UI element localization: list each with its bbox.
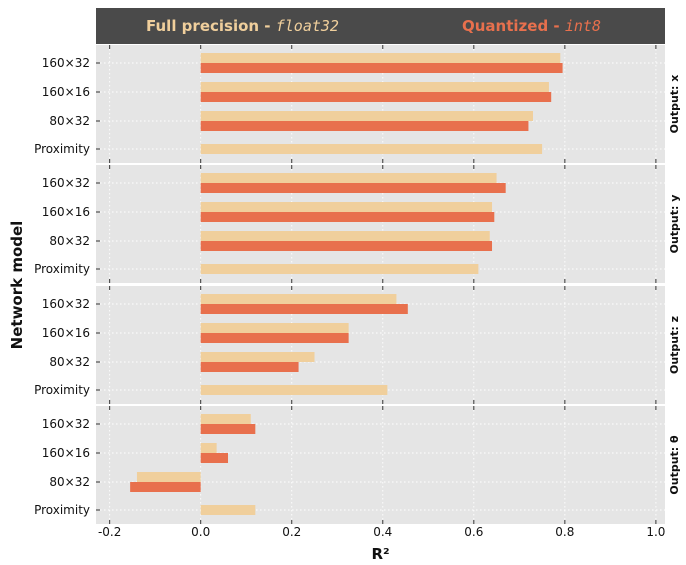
category-label: 80×32 [49,114,90,128]
bar-full-precision [200,202,493,212]
category-label: 160×32 [42,56,90,70]
facet-panel-1: 160×32 160×16 80×32 Proximity Output: x [34,45,681,163]
category-label: Proximity [34,142,90,156]
legend: Full precision - float32 Quantized - int8 [96,8,665,44]
panel-background [96,406,665,524]
facet-label: Output: x [668,75,681,134]
legend-item-quantized: Quantized - int8 [462,17,601,35]
bar-quantized [200,424,256,434]
x-axis-title: R² [371,545,389,563]
category-label: 160×16 [42,446,90,460]
facet-label: Output: θ [668,435,681,495]
bar-quantized [200,183,506,193]
legend-background [96,8,665,44]
bar-quantized [200,212,495,222]
facet-label: Output: y [668,195,681,254]
bar-full-precision [200,111,533,121]
bar-full-precision [200,443,217,453]
category-label: 80×32 [49,475,90,489]
category-label: 160×32 [42,176,90,190]
bar-quantized [200,63,563,73]
facet-panel-3: 160×32 160×16 80×32 Proximity Output: z [34,286,681,404]
bar-full-precision [200,231,490,241]
x-tick-label: 0.6 [464,525,483,539]
category-label: 80×32 [49,234,90,248]
bar-quantized [130,482,201,492]
bar-quantized [200,241,493,251]
category-label: 160×32 [42,297,90,311]
facet-panel-4: 160×32 160×16 80×32 Proximity Output: θ [34,406,681,524]
x-tick-label: 0.2 [282,525,301,539]
bar-quantized [200,453,229,463]
facet-label: Output: z [668,316,681,374]
bar-full-precision [200,352,315,362]
bar-full-precision [136,472,201,482]
bar-full-precision [200,264,479,274]
bar-full-precision [200,414,251,424]
category-label: Proximity [34,383,90,397]
bar-full-precision [200,53,561,63]
bar-full-precision [200,294,397,304]
bar-full-precision [200,173,497,183]
legend-item-full-precision: Full precision - float32 [146,17,339,35]
bar-full-precision [200,505,256,515]
bar-full-precision [200,385,388,395]
x-tick-label: 0.0 [191,525,210,539]
bar-full-precision [200,144,543,154]
facet-panel-2: 160×32 160×16 80×32 Proximity Output: y [34,165,681,283]
category-label: 160×16 [42,205,90,219]
x-tick-label: -0.2 [98,525,121,539]
bar-quantized [200,121,529,131]
y-axis-title: Network model [8,221,26,350]
category-label: 160×16 [42,326,90,340]
bar-full-precision [200,323,349,333]
bar-full-precision [200,82,549,92]
x-axis: -0.2 0.0 0.2 0.4 0.6 0.8 1.0 [98,525,665,539]
bar-quantized [200,304,408,314]
category-label: Proximity [34,503,90,517]
category-label: 160×32 [42,417,90,431]
category-label: 80×32 [49,355,90,369]
category-label: Proximity [34,262,90,276]
x-tick-label: 0.4 [373,525,392,539]
bar-quantized [200,333,349,343]
x-tick-label: 0.8 [555,525,574,539]
category-label: 160×16 [42,85,90,99]
bar-quantized [200,362,299,372]
x-tick-label: 1.0 [646,525,665,539]
bar-quantized [200,92,552,102]
